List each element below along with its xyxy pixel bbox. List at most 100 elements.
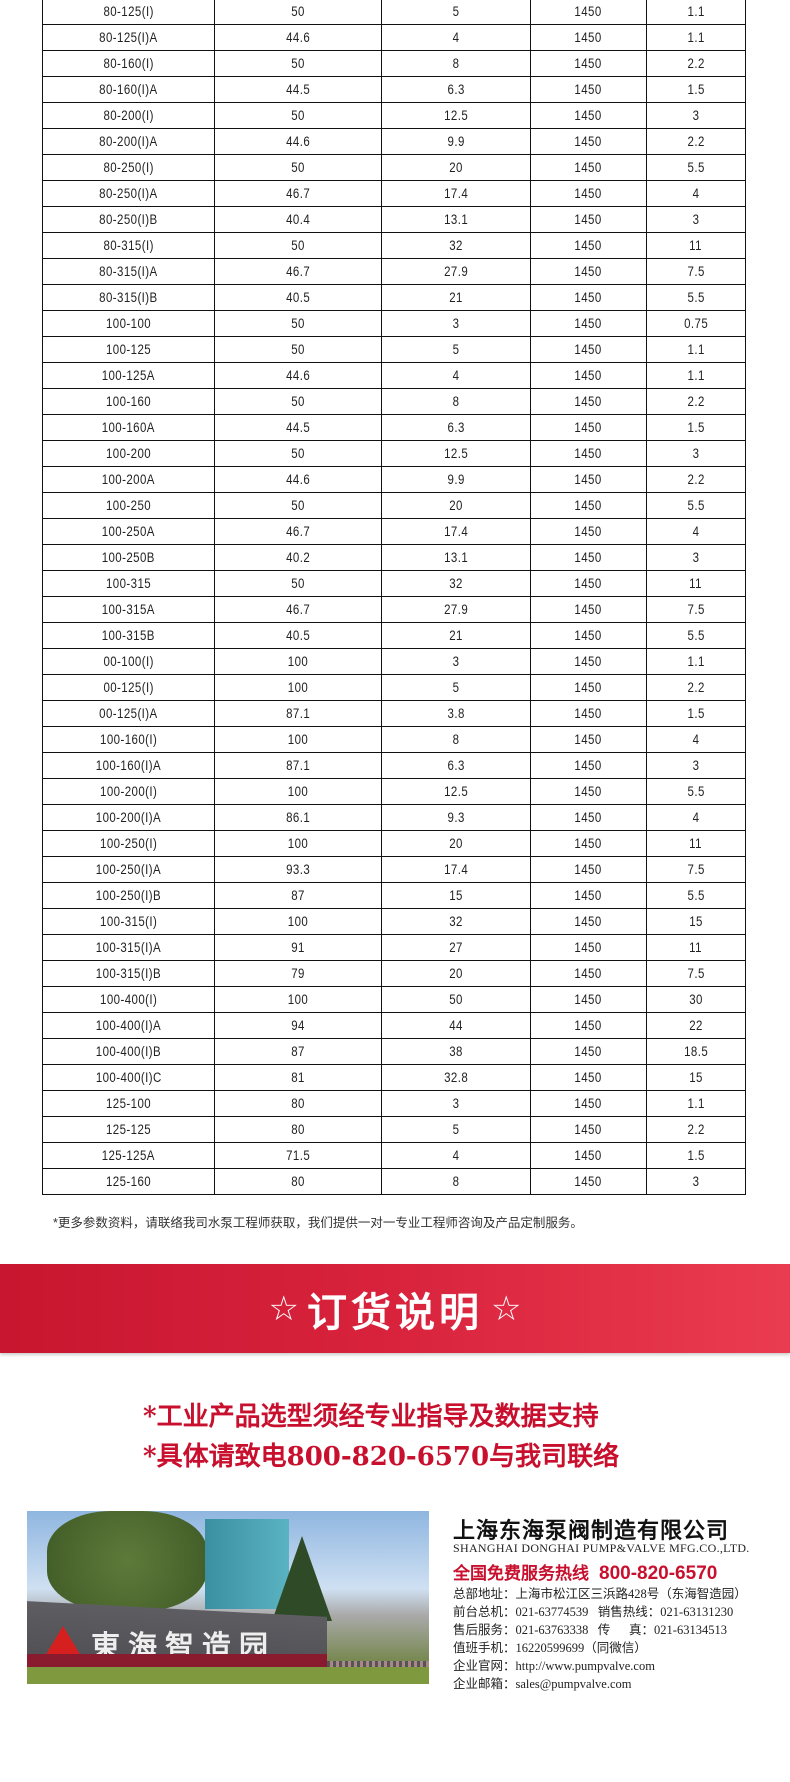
table-row: 80-160(I)A 44.5 6.3 1450 1.5 <box>42 76 746 103</box>
table-cell: 100-315(I)B <box>42 960 215 987</box>
table-cell: 100-315(I)A <box>42 934 215 961</box>
cell-text: 86.1 <box>285 810 311 825</box>
cell-text: 1450 <box>574 550 603 565</box>
table-row: 100-250(I) 100 20 1450 11 <box>42 830 746 857</box>
table-cell: 100-250(I)A <box>42 856 215 883</box>
cell-text: 4 <box>692 186 700 201</box>
table-cell: 1450 <box>530 648 647 675</box>
table-cell: 4 <box>646 804 746 831</box>
table-cell: 17.4 <box>381 180 531 207</box>
cell-text: 100-250(I)B <box>95 888 162 903</box>
table-cell: 80-315(I)A <box>42 258 215 285</box>
cell-text: 5 <box>452 342 460 357</box>
table-cell: 50 <box>214 0 382 25</box>
table-row: 100-250B 40.2 13.1 1450 3 <box>42 544 746 571</box>
cell-text: 80-250(I)A <box>99 186 158 201</box>
table-row: 100-160A 44.5 6.3 1450 1.5 <box>42 414 746 441</box>
table-cell: 7.5 <box>646 856 746 883</box>
table-cell: 1450 <box>530 466 647 493</box>
cell-text: 50 <box>449 992 463 1007</box>
table-cell: 9.9 <box>381 128 531 155</box>
cell-text: 32.8 <box>443 1070 469 1085</box>
table-cell: 6.3 <box>381 414 531 441</box>
cell-text: 1.1 <box>687 342 705 357</box>
cell-text: 17.4 <box>443 186 469 201</box>
order-note-2: *具体请致电800-820-6570与我司联络 <box>143 1442 620 1472</box>
cell-text: 20 <box>449 966 463 981</box>
cell-text: 1450 <box>574 862 603 877</box>
table-cell: 5.5 <box>646 284 746 311</box>
cell-text: 100-315(I) <box>99 914 158 929</box>
table-cell: 22 <box>646 1012 746 1039</box>
cell-text: 100-250(I) <box>99 836 158 851</box>
table-cell: 1.1 <box>646 648 746 675</box>
table-cell: 100-315A <box>42 596 215 623</box>
table-cell: 93.3 <box>214 856 382 883</box>
table-cell: 1450 <box>530 154 647 181</box>
cell-text: 1450 <box>574 238 603 253</box>
cell-text: 5.5 <box>687 160 705 175</box>
cell-text: 1.1 <box>687 654 705 669</box>
table-cell: 100 <box>214 674 382 701</box>
cell-text: 100-250 <box>105 498 152 513</box>
table-row: 80-250(I)A 46.7 17.4 1450 4 <box>42 180 746 207</box>
table-cell: 1.5 <box>646 1142 746 1169</box>
table-cell: 18.5 <box>646 1038 746 1065</box>
table-cell: 8 <box>381 726 531 753</box>
cell-text: 1450 <box>574 680 603 695</box>
cell-text: 21 <box>449 628 463 643</box>
table-cell: 46.7 <box>214 180 382 207</box>
cell-text: 1450 <box>574 732 603 747</box>
cell-text: 79 <box>291 966 305 981</box>
table-cell: 40.5 <box>214 284 382 311</box>
table-row: 100-315 50 32 1450 11 <box>42 570 746 597</box>
cell-text: 44.6 <box>285 134 311 149</box>
cell-text: 4 <box>452 30 460 45</box>
table-cell: 21 <box>381 622 531 649</box>
table-cell: 3 <box>646 440 746 467</box>
table-row: 100-315(I)B 79 20 1450 7.5 <box>42 960 746 987</box>
table-cell: 1450 <box>530 1064 647 1091</box>
table-cell: 1450 <box>530 414 647 441</box>
cell-text: 80-250(I) <box>103 160 154 175</box>
cell-text: 1450 <box>574 342 603 357</box>
table-cell: 100-100 <box>42 310 215 337</box>
table-cell: 1450 <box>530 700 647 727</box>
cell-text: 80-160(I) <box>103 56 154 71</box>
cell-text: 1.5 <box>687 420 705 435</box>
table-cell: 80 <box>214 1116 382 1143</box>
cell-text: 2.2 <box>687 472 705 487</box>
table-cell: 1.1 <box>646 1090 746 1117</box>
cell-text: 1450 <box>574 498 603 513</box>
table-cell: 100-125A <box>42 362 215 389</box>
cell-text: 46.7 <box>285 186 311 201</box>
cell-text: 125-125A <box>101 1148 156 1163</box>
order-note-1: *工业产品选型须经专业指导及数据支持 <box>143 1402 599 1432</box>
company-email[interactable]: 企业邮箱：sales@pumpvalve.com <box>453 1677 632 1691</box>
table-row: 100-315(I)A 91 27 1450 11 <box>42 934 746 961</box>
table-row: 125-125A 71.5 4 1450 1.5 <box>42 1142 746 1169</box>
cell-text: 11 <box>689 238 703 253</box>
cell-text: 100-315(I)A <box>95 940 162 955</box>
cell-text: 13.1 <box>443 550 469 565</box>
cell-text: 3 <box>452 316 460 331</box>
cell-text: 1450 <box>574 4 603 19</box>
company-service-fax: 售后服务：021-63763338 传 真：021-63134513 <box>453 1623 727 1637</box>
table-cell: 5 <box>381 1116 531 1143</box>
table-cell: 11 <box>646 934 746 961</box>
cell-text: 1.1 <box>687 30 705 45</box>
cell-text: 5.5 <box>687 628 705 643</box>
table-cell: 1450 <box>530 908 647 935</box>
cell-text: 125-125 <box>105 1122 152 1137</box>
cell-text: 100-250A <box>101 524 156 539</box>
cell-text: 15 <box>689 1070 703 1085</box>
table-cell: 44.6 <box>214 466 382 493</box>
table-cell: 3 <box>646 1168 746 1195</box>
table-cell: 87 <box>214 1038 382 1065</box>
cell-text: 3 <box>692 446 700 461</box>
company-website[interactable]: 企业官网：http://www.pumpvalve.com <box>453 1659 655 1673</box>
cell-text: 1450 <box>574 472 603 487</box>
table-cell: 50 <box>381 986 531 1013</box>
cell-text: 20 <box>449 498 463 513</box>
cell-text: 18.5 <box>683 1044 709 1059</box>
